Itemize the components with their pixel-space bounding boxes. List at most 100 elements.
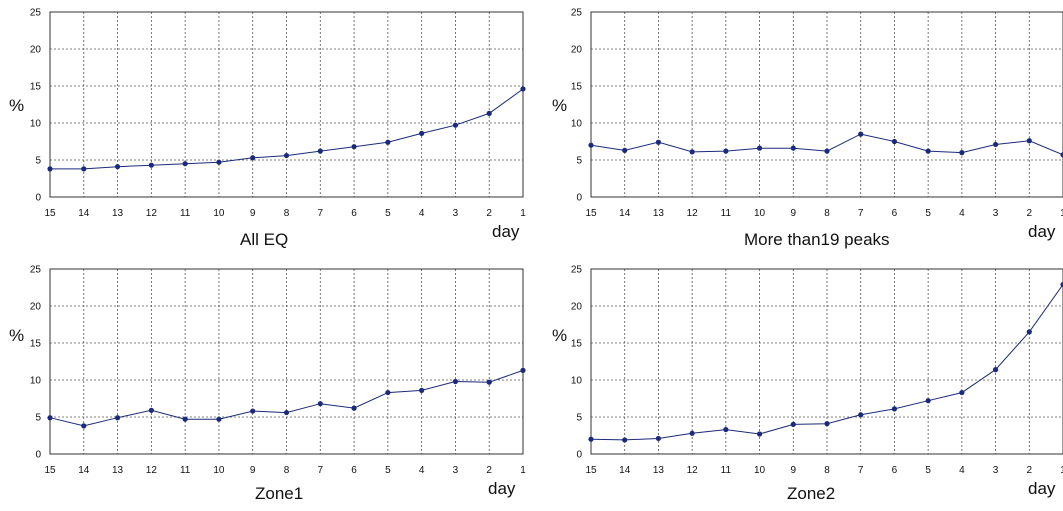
y-tick-label: 20: [571, 302, 583, 313]
x-tick-label: 15: [44, 465, 56, 476]
data-point: [250, 155, 256, 161]
x-tick-label: 9: [791, 208, 797, 219]
data-point: [47, 415, 53, 421]
plot-frame: [590, 11, 1063, 198]
x-tick-label: 1: [1060, 208, 1063, 219]
data-point: [655, 435, 662, 442]
data-point: [622, 437, 628, 443]
x-tick-label: 7: [318, 208, 324, 219]
y-tick-label: 15: [571, 339, 583, 350]
x-tick-label: 6: [351, 465, 357, 476]
chart-title: More than19 peaks: [744, 230, 890, 249]
data-point: [283, 409, 290, 416]
y-tick-label: 10: [571, 376, 583, 387]
data-point: [1026, 329, 1032, 335]
x-tick-label: 10: [213, 208, 225, 219]
data-point: [756, 145, 763, 151]
x-axis-label: day: [1028, 479, 1056, 498]
data-point: [655, 139, 662, 145]
x-tick-label: 8: [284, 208, 290, 219]
data-point: [182, 416, 188, 422]
data-point: [925, 148, 931, 154]
data-point: [250, 408, 256, 414]
data-point: [588, 436, 594, 442]
data-point: [959, 150, 965, 156]
x-tick-label: 9: [250, 208, 256, 219]
x-tick-label: 10: [213, 465, 225, 476]
chart-svg: 0 5 10 15 20 25 15 14 13 12 11 10 9 8 7 6 5 4 3 2 1: [30, 265, 526, 477]
x-tick-label: 12: [146, 465, 158, 476]
x-tick-label: 11: [721, 208, 732, 219]
y-tick-label: 10: [571, 119, 583, 130]
x-tick-label: 11: [180, 465, 191, 476]
x-tick-label: 13: [653, 465, 665, 476]
data-point: [385, 389, 391, 396]
data-point: [216, 416, 222, 422]
y-tick-label: 10: [30, 376, 42, 387]
x-tick-label: 15: [44, 208, 56, 219]
x-tick-label: 13: [653, 208, 665, 219]
x-tick-label: 3: [453, 465, 459, 476]
x-tick-label: 4: [419, 465, 425, 476]
y-tick-label: 0: [35, 450, 41, 461]
data-point: [520, 86, 526, 92]
data-point: [351, 405, 357, 411]
data-point: [486, 379, 492, 385]
data-point: [148, 162, 154, 168]
data-point: [891, 406, 898, 412]
data-point: [47, 166, 53, 172]
data-point: [689, 149, 695, 155]
data-point: [317, 148, 323, 154]
data-point: [858, 131, 864, 137]
data-point: [1060, 281, 1063, 288]
y-tick-label: 0: [35, 193, 41, 204]
x-tick-label: 14: [78, 208, 90, 219]
data-point: [114, 164, 121, 170]
x-tick-label: 3: [993, 465, 999, 476]
x-tick-label: 7: [318, 465, 324, 476]
x-axis-label: day: [492, 222, 520, 241]
chart-title: Zone1: [255, 484, 304, 503]
x-tick-label: 2: [486, 465, 492, 476]
y-tick-label: 0: [576, 193, 582, 204]
data-point: [858, 412, 864, 418]
x-tick-label: 13: [112, 208, 124, 219]
x-tick-label: 6: [892, 208, 898, 219]
data-point: [756, 431, 763, 437]
data-point: [992, 367, 999, 373]
chart-panel-zone1: 0 5 10 15 20 25 15 14 13 12 11 10 9 8 7 6 5 4 3 2 1 % Zone1 …: [0, 256, 531, 511]
x-tick-label: 2: [1027, 465, 1033, 476]
y-tick-label: 15: [571, 82, 583, 93]
x-tick-label: 14: [78, 465, 90, 476]
chart-title: Zone2: [787, 484, 836, 503]
y-axis-label: %: [9, 326, 25, 345]
data-point: [182, 161, 188, 167]
data-point: [486, 110, 492, 116]
x-tick-label: 4: [959, 465, 965, 476]
data-point: [317, 401, 323, 407]
x-tick-label: 8: [824, 208, 830, 219]
data-point: [925, 398, 931, 404]
x-tick-label: 15: [585, 208, 597, 219]
y-tick-label: 20: [571, 45, 583, 56]
x-tick-label: 9: [250, 465, 256, 476]
x-tick-label: 11: [721, 465, 732, 476]
data-point: [824, 421, 830, 427]
x-tick-label: 3: [993, 208, 999, 219]
data-point: [419, 387, 425, 393]
x-tick-label: 13: [112, 465, 124, 476]
data-point: [959, 389, 965, 396]
data-point: [588, 142, 594, 148]
x-tick-label: 1: [520, 208, 526, 219]
data-point: [723, 148, 729, 154]
x-tick-label: 4: [419, 208, 425, 219]
y-axis-label: %: [552, 326, 568, 345]
x-tick-label: 11: [180, 208, 191, 219]
x-axis-label: day: [1028, 222, 1056, 241]
x-tick-label: 5: [385, 208, 391, 219]
data-point: [520, 367, 526, 373]
data-point: [622, 147, 628, 153]
data-point: [790, 421, 796, 427]
x-tick-label: 5: [925, 465, 931, 476]
